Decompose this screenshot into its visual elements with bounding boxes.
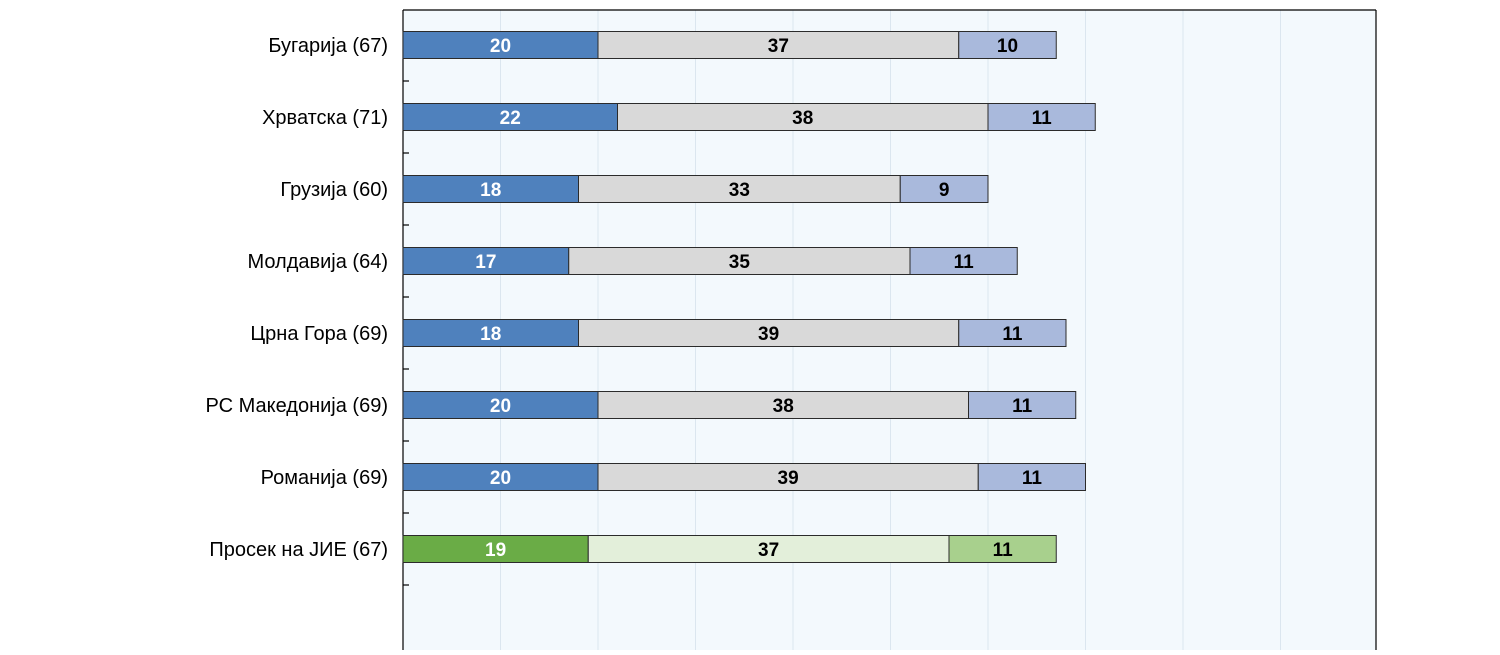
bar-segment: [578, 319, 960, 347]
bar-segment: [402, 31, 599, 59]
bar-segment: [568, 247, 911, 275]
bar-segment: [958, 319, 1067, 347]
data-label: 11: [1002, 324, 1023, 345]
category-label: Црна Гора (69): [250, 323, 388, 345]
data-label: 20: [490, 468, 511, 489]
data-label: 11: [993, 540, 1014, 561]
bar-segment: [597, 31, 960, 59]
bar-segment: [977, 463, 1086, 491]
data-label: 11: [1022, 468, 1043, 489]
category-label: Бугарија (67): [268, 35, 388, 57]
data-label: 9: [939, 180, 950, 201]
bar-segment: [617, 103, 989, 131]
category-label: Молдавија (64): [247, 251, 388, 273]
bar-segment: [402, 103, 618, 131]
bar-segment: [402, 319, 579, 347]
bar-segment: [968, 391, 1077, 419]
bar-segment: [402, 175, 579, 203]
data-label: 10: [997, 36, 1018, 57]
bar-segment: [597, 391, 969, 419]
category-label: Грузија (60): [280, 179, 388, 201]
bar-segment: [578, 175, 901, 203]
data-label: 35: [729, 252, 751, 273]
data-label: 17: [475, 252, 496, 273]
data-label: 20: [490, 396, 511, 417]
bar-segment: [402, 247, 570, 275]
bar-segment: [958, 31, 1057, 59]
data-label: 19: [485, 540, 506, 561]
category-label: Романија (69): [261, 467, 388, 489]
data-label: 11: [1032, 108, 1053, 129]
data-label: 20: [490, 36, 511, 57]
category-label: Хрватска (71): [262, 107, 388, 129]
data-label: 11: [1012, 396, 1033, 417]
data-label: 39: [778, 468, 799, 489]
data-label: 37: [758, 540, 779, 561]
data-label: 39: [758, 324, 779, 345]
data-label: 38: [792, 108, 813, 129]
bar-segment: [899, 175, 989, 203]
bar-segment: [948, 535, 1057, 563]
bar-segment: [402, 535, 589, 563]
data-label: 11: [954, 252, 975, 273]
category-label: РС Македонија (69): [206, 395, 388, 417]
data-label: 38: [773, 396, 794, 417]
data-label: 22: [500, 108, 521, 129]
category-label: Просек на ЈИЕ (67): [209, 539, 388, 561]
bar-segment: [987, 103, 1096, 131]
data-label: 18: [480, 180, 501, 201]
bar-segment: [402, 391, 599, 419]
bar-segment: [909, 247, 1018, 275]
data-label: 33: [729, 180, 750, 201]
data-label: 18: [480, 324, 501, 345]
bar-segment: [587, 535, 950, 563]
data-label: 37: [768, 36, 789, 57]
